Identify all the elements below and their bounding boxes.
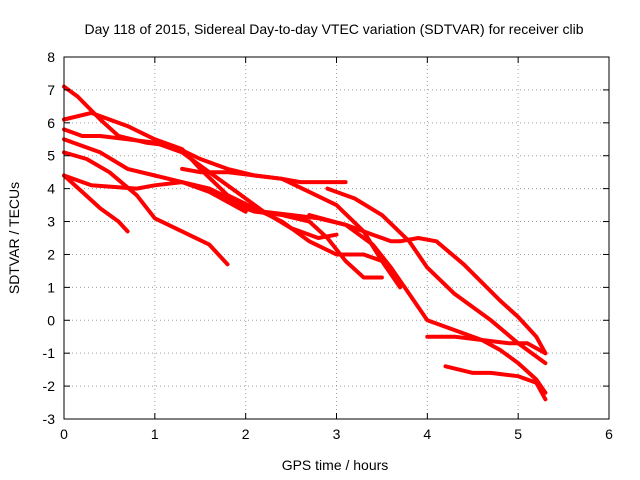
x-tick-label: 0 xyxy=(60,426,68,442)
y-tick-label: -1 xyxy=(43,345,56,361)
y-tick-label: 0 xyxy=(47,312,55,328)
y-tick-label: 6 xyxy=(47,115,55,131)
y-tick-label: 3 xyxy=(47,214,55,230)
series-track-1 xyxy=(62,173,130,234)
series-track-13 xyxy=(425,334,548,356)
y-tick-label: 2 xyxy=(47,246,55,262)
series-track-11 xyxy=(307,213,548,395)
series-track-12 xyxy=(443,364,548,402)
series-track-7 xyxy=(62,173,384,280)
x-tick-label: 4 xyxy=(423,426,431,442)
x-tick-label: 6 xyxy=(605,426,613,442)
series-track-10 xyxy=(325,186,548,366)
series-track-2 xyxy=(62,150,230,267)
y-tick-label: 8 xyxy=(47,49,55,65)
x-tick-label: 1 xyxy=(151,426,159,442)
x-tick-label: 3 xyxy=(333,426,341,442)
plot-series xyxy=(62,84,548,402)
y-tick-label: 5 xyxy=(47,148,55,164)
y-tick-label: -3 xyxy=(43,411,56,427)
y-tick-label: 1 xyxy=(47,279,55,295)
y-axis-label: SDTVAR / TECUs xyxy=(6,182,22,294)
y-tick-label: -2 xyxy=(43,378,56,394)
x-tick-label: 2 xyxy=(242,426,250,442)
y-tick-label: 7 xyxy=(47,82,55,98)
series-track-4 xyxy=(62,84,403,290)
axis-ticks: 0 1 2 3 4 5 6 -3 -2 -1 0 1 2 3 4 5 6 7 8 xyxy=(43,49,614,442)
x-tick-label: 5 xyxy=(514,426,522,442)
series-track-3 xyxy=(62,137,248,214)
series-track-9 xyxy=(207,186,548,356)
series-track-8 xyxy=(180,166,348,185)
chart-title: Day 118 of 2015, Sidereal Day-to-day VTE… xyxy=(84,21,583,37)
y-tick-label: 4 xyxy=(47,181,55,197)
x-axis-label: GPS time / hours xyxy=(282,457,389,473)
